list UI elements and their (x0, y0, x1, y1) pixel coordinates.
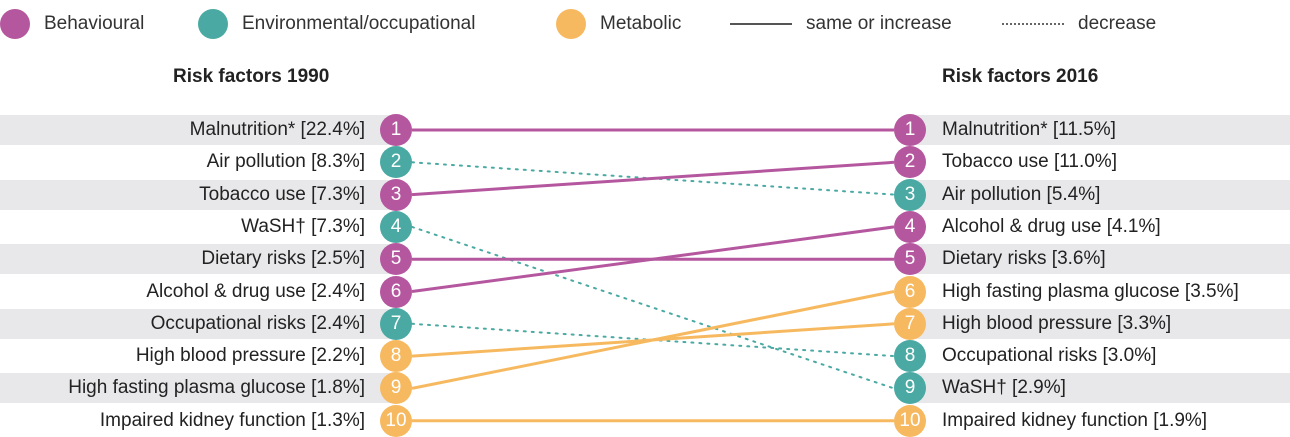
right-column-title: Risk factors 2016 (942, 66, 1099, 87)
left-column-title: Risk factors 1990 (173, 66, 330, 87)
legend-decrease-label: decrease (1078, 13, 1157, 34)
row-band (0, 373, 396, 404)
legend-same-or-increase: same or increase (730, 4, 952, 44)
left-rank-badge: 6 (380, 275, 412, 308)
row-band (910, 373, 1290, 404)
right-rank-badge: 8 (894, 340, 926, 373)
left-risk-label: Tobacco use [7.3%] (199, 183, 365, 205)
left-risk-label: Malnutrition* [22.4%] (189, 119, 365, 140)
right-rank-badge: 1 (894, 114, 926, 146)
legend-metabolic: Metabolic (556, 4, 681, 44)
legend-environmental: Environmental/occupational (198, 4, 475, 44)
right-risk-label: Malnutrition* [11.5%] (942, 119, 1116, 140)
right-rank-badge: 4 (894, 210, 926, 243)
right-risk-label: WaSH† [2.9%] (942, 377, 1066, 399)
environmental-swatch (198, 9, 228, 39)
right-risk-label: Dietary risks [3.6%] (942, 248, 1106, 270)
row-band (0, 179, 396, 210)
left-rank-badge: 10 (380, 404, 412, 437)
legend-behavioural-label: Behavioural (44, 13, 145, 34)
left-risk-label: Alcohol & drug use [2.4%] (146, 280, 365, 302)
legend-behavioural: Behavioural (0, 4, 144, 44)
behavioural-swatch (0, 9, 30, 39)
right-rank-badge: 6 (894, 275, 926, 308)
legend-metabolic-label: Metabolic (600, 13, 682, 34)
row-band (0, 308, 396, 339)
left-rank-badge: 8 (380, 340, 412, 373)
metabolic-swatch (556, 9, 586, 39)
right-risk-label: Alcohol & drug use [4.1%] (942, 215, 1161, 237)
rank-link-solid (411, 290, 895, 390)
right-risk-label: High blood pressure [3.3%] (942, 312, 1172, 334)
row-band (0, 115, 396, 145)
right-risk-label: Occupational risks [3.0%] (942, 345, 1157, 367)
right-rank-badge: 9 (894, 372, 926, 405)
rank-link-solid (411, 160, 895, 197)
left-risk-label: High blood pressure [2.2%] (135, 345, 365, 367)
dotted-line-swatch (1002, 23, 1064, 25)
row-band (0, 244, 396, 275)
left-risk-label: WaSH† [7.3%] (241, 215, 365, 237)
right-rank-badge: 3 (894, 178, 926, 211)
left-rank-badge: 2 (380, 146, 412, 179)
right-risk-label: Tobacco use [11.0%] (942, 151, 1117, 173)
legend-same-or-increase-label: same or increase (806, 13, 952, 34)
right-risk-label: Air pollution [5.4%] (942, 183, 1101, 205)
row-band (910, 308, 1290, 339)
left-rank-badge: 9 (380, 372, 412, 405)
left-risk-label: Occupational risks [2.4%] (150, 312, 365, 334)
right-rank-badge: 5 (894, 243, 926, 276)
left-risk-label: Air pollution [8.3%] (206, 151, 365, 173)
solid-line-swatch (730, 23, 792, 25)
row-band (910, 115, 1290, 145)
right-rank-badge: 2 (894, 146, 926, 179)
right-rank-badge: 7 (894, 307, 926, 340)
right-risk-label: Impaired kidney function [1.9%] (942, 409, 1208, 431)
left-risk-label: High fasting plasma glucose [1.8%] (68, 377, 365, 399)
rank-link-solid (411, 225, 895, 293)
left-rank-badge: 5 (380, 243, 412, 276)
legend-decrease: decrease (1002, 4, 1156, 44)
left-rank-badge: 7 (380, 307, 412, 340)
rank-link-dotted (411, 225, 895, 390)
right-rank-badge: 10 (894, 404, 926, 437)
left-rank-badge: 1 (380, 114, 412, 146)
left-risk-label: Dietary risks [2.5%] (201, 248, 365, 270)
left-risk-label: Impaired kidney function [1.3%] (99, 409, 365, 431)
legend: Behavioural Environmental/occupational M… (0, 4, 1290, 44)
row-band (910, 179, 1290, 210)
left-rank-badge: 4 (380, 210, 412, 243)
right-risk-label: High fasting plasma glucose [3.5%] (942, 280, 1239, 302)
legend-environmental-label: Environmental/occupational (242, 13, 476, 34)
left-rank-badge: 3 (380, 178, 412, 211)
row-band (910, 244, 1290, 275)
